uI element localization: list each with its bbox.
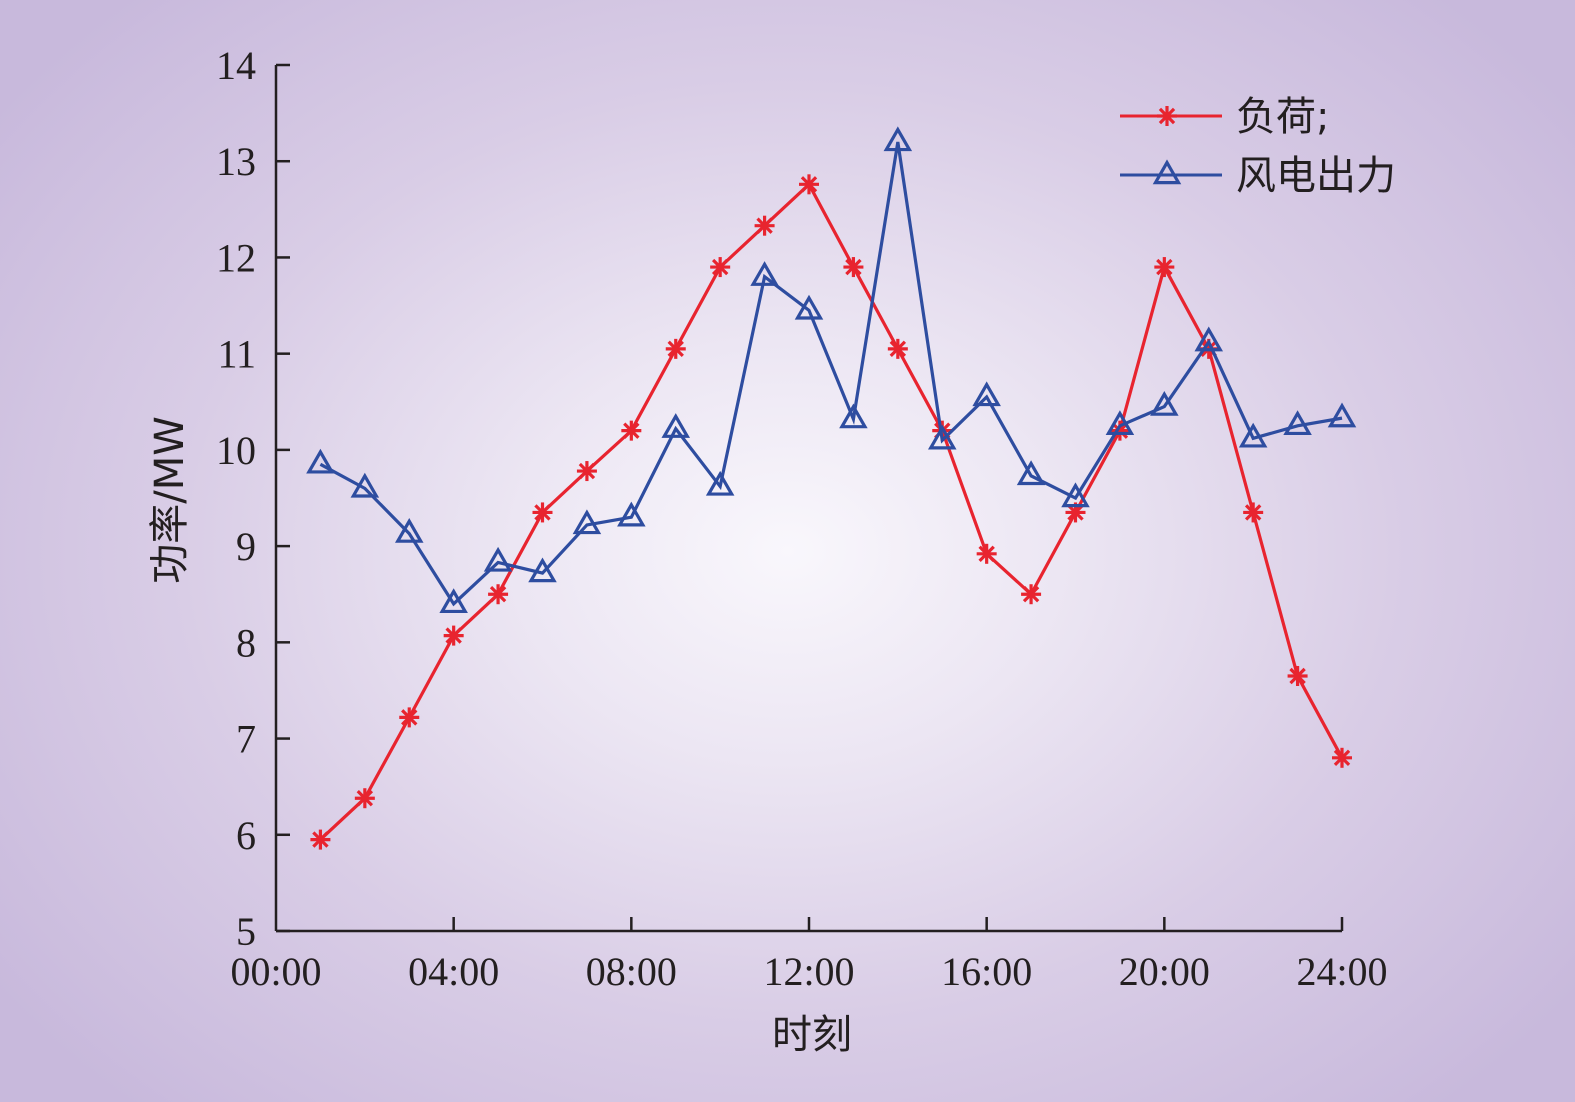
wind-point: [1238, 422, 1268, 448]
x-axis: 00:00 04:00 08:00 12:00 16:00 20:00 24:00: [230, 917, 1388, 994]
x-axis-title: 时刻: [772, 1012, 852, 1058]
wind-point: [1283, 410, 1312, 436]
load-point: [1021, 584, 1042, 605]
load-point: [1243, 502, 1264, 523]
load-point: [621, 420, 642, 441]
load-point: [1109, 420, 1130, 441]
wind-point: [617, 501, 646, 527]
load-point: [1287, 666, 1308, 687]
load-point: [576, 461, 597, 482]
legend-marker-shape: [1152, 159, 1182, 185]
x-tick-label: 08:00: [586, 949, 677, 994]
load-point: [665, 338, 686, 359]
x-tick-label: 20:00: [1119, 949, 1210, 994]
wind-point: [794, 294, 824, 320]
wind-point: [528, 557, 557, 583]
load-point: [710, 257, 731, 278]
x-tick-label: 24:00: [1296, 949, 1387, 994]
load-point: [354, 788, 375, 809]
y-tick-label: 6: [236, 813, 256, 858]
load-point: [1154, 257, 1175, 278]
y-tick-label: 12: [216, 235, 256, 280]
wind-point: [350, 472, 380, 498]
wind-point: [883, 126, 913, 152]
series-line: [319, 181, 1344, 841]
y-tick-label: 13: [216, 139, 256, 184]
wind-point: [972, 381, 1001, 407]
wind-point: [1016, 460, 1046, 486]
wind-point: [1194, 326, 1224, 352]
series-line: [319, 141, 1343, 607]
load-point: [310, 829, 331, 850]
wind-point: [306, 448, 335, 474]
y-tick-label: 11: [217, 332, 256, 377]
wind-point: [1150, 390, 1179, 416]
load-point: [976, 543, 997, 564]
y-tick-label: 7: [236, 717, 256, 762]
plot-series: [306, 126, 1357, 850]
wind-point: [661, 413, 691, 438]
load-point: [532, 502, 553, 523]
wind-point: [394, 517, 424, 543]
load-point: [1332, 747, 1352, 768]
load-point: [399, 707, 420, 728]
wind-point: [483, 546, 513, 572]
legend-marker-shape: [1157, 106, 1177, 126]
load-point: [887, 338, 908, 359]
load-point: [488, 584, 509, 605]
legend-marker-load: [1157, 106, 1177, 126]
load-point: [754, 215, 775, 236]
x-tick-label: 16:00: [941, 949, 1032, 994]
wind-point: [839, 403, 868, 429]
wind-point: [1327, 402, 1357, 428]
load-point: [443, 625, 464, 646]
x-tick-label: 12:00: [763, 949, 854, 994]
y-tick-label: 10: [216, 428, 256, 473]
y-axis-title: 功率/MW: [147, 416, 193, 584]
x-tick-label: 00:00: [230, 949, 321, 994]
load-point: [799, 174, 819, 195]
legend-marker-wind: [1152, 159, 1182, 185]
legend: 负荷; 风电出力: [1120, 94, 1396, 199]
x-tick-label: 04:00: [408, 949, 499, 994]
wind-point: [927, 424, 957, 450]
y-tick-label: 5: [236, 909, 256, 954]
wind-point: [439, 588, 468, 614]
wind-point: [1061, 482, 1090, 508]
y-tick-label: 14: [216, 43, 256, 88]
y-axis: 5 6 7 8 9 10 11 12 13 14: [216, 43, 290, 954]
wind-point: [1105, 410, 1135, 436]
y-tick-label: 8: [236, 620, 256, 665]
wind-point: [750, 261, 779, 286]
load-point: [843, 257, 864, 278]
legend-label-wind: 风电出力: [1236, 153, 1396, 199]
wind-point: [705, 470, 735, 496]
wind-point: [572, 509, 602, 535]
legend-label-load: 负荷;: [1236, 94, 1329, 140]
y-tick-label: 9: [236, 524, 256, 569]
